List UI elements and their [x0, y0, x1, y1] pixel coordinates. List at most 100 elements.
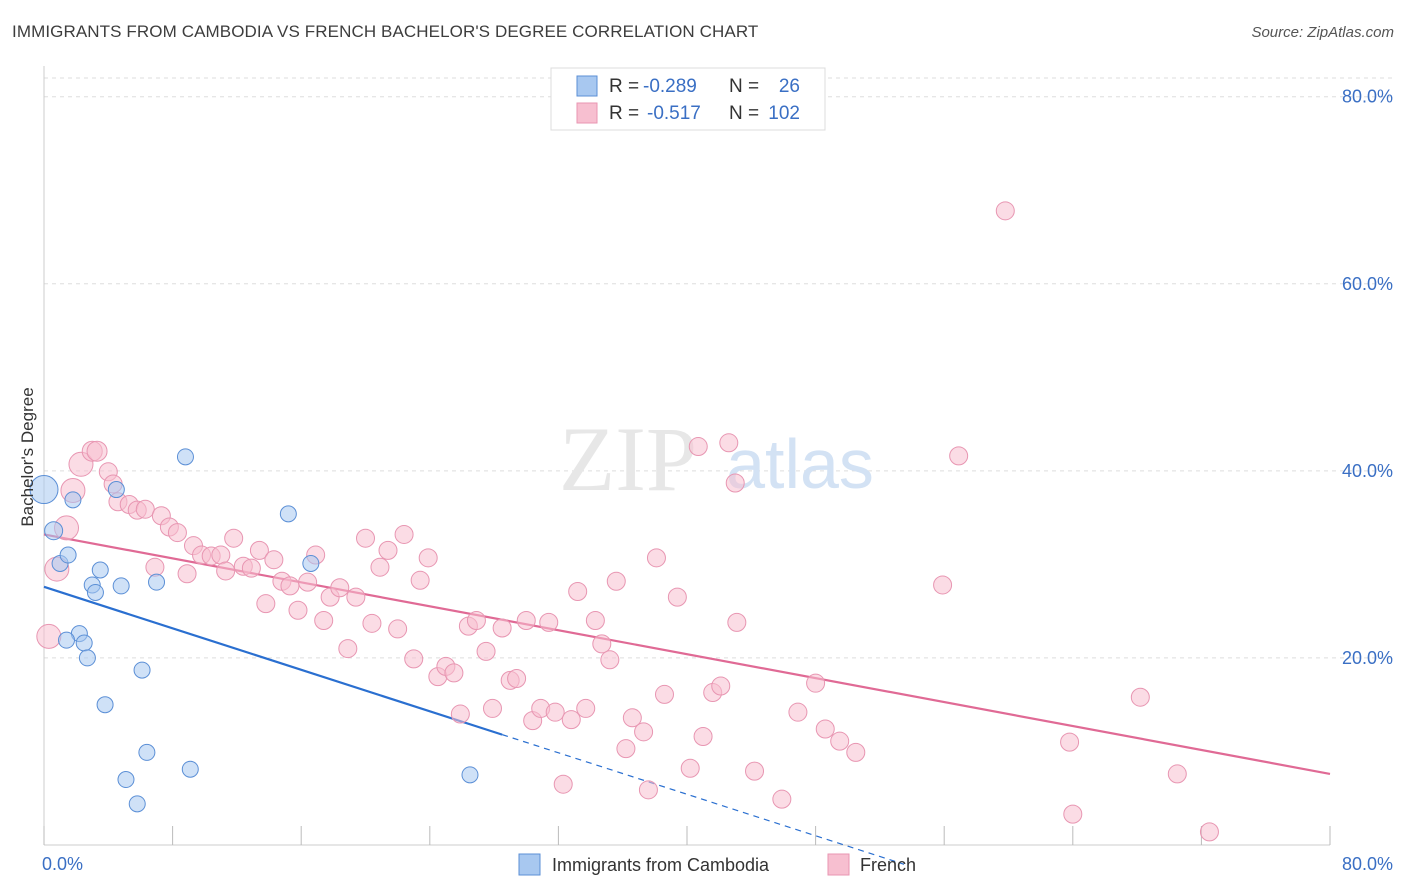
point-french — [356, 528, 375, 548]
point-french — [539, 612, 559, 632]
point-cambodia — [302, 554, 320, 572]
point-french — [592, 634, 612, 654]
point-french — [727, 612, 747, 632]
point-french — [788, 702, 808, 722]
point-french — [36, 623, 62, 649]
point-french — [264, 550, 284, 570]
point-cambodia — [29, 475, 59, 505]
legend-r-label: R = — [609, 76, 639, 97]
point-french — [719, 433, 739, 453]
point-cambodia — [78, 649, 96, 667]
x-tick-labels: 0.0% 80.0% — [42, 854, 1393, 874]
legend-n-label: N = — [729, 76, 759, 97]
legend-n-label: N = — [729, 103, 759, 124]
stats-legend: R = -0.289 N = 26 R = -0.517 N = 102 — [550, 67, 826, 131]
watermark-atlas: atlas — [726, 425, 874, 503]
point-french — [634, 722, 654, 742]
point-french — [167, 523, 187, 543]
point-french — [249, 540, 269, 560]
point-french — [362, 613, 382, 633]
point-cambodia — [128, 795, 146, 813]
point-french — [846, 742, 866, 762]
point-cambodia — [461, 766, 479, 784]
point-french — [288, 600, 308, 620]
point-french — [545, 702, 565, 722]
legend-r-value: -0.517 — [647, 103, 701, 124]
legend-swatch-cambodia — [518, 853, 541, 876]
legend-r-label: R = — [609, 103, 639, 124]
point-french — [211, 545, 231, 565]
point-french — [370, 557, 390, 577]
point-french — [86, 440, 108, 462]
point-french — [177, 564, 197, 584]
point-french — [949, 446, 969, 466]
point-french — [338, 639, 358, 659]
point-french — [224, 528, 244, 548]
axes — [43, 66, 1331, 846]
point-french — [145, 557, 165, 577]
x-tick-label: 80.0% — [1342, 854, 1393, 874]
point-cambodia — [58, 631, 76, 649]
point-french — [680, 758, 700, 778]
point-french — [688, 437, 708, 457]
point-cambodia — [75, 634, 93, 652]
point-french — [444, 663, 464, 683]
point-cambodia — [44, 521, 64, 541]
point-french — [600, 650, 620, 670]
point-french — [745, 761, 765, 781]
point-french — [482, 698, 502, 718]
legend-swatch-french — [576, 102, 598, 124]
point-cambodia — [107, 481, 125, 499]
point-french — [725, 473, 745, 493]
point-french — [476, 641, 496, 661]
point-french — [135, 499, 155, 519]
legend-swatch-cambodia — [576, 75, 598, 97]
point-french — [404, 649, 424, 669]
point-french — [646, 548, 666, 568]
point-french — [830, 731, 850, 751]
point-cambodia — [59, 546, 77, 564]
point-french — [256, 594, 276, 614]
point-cambodia — [176, 448, 194, 466]
point-french — [772, 789, 792, 809]
legend-label-cambodia: Immigrants from Cambodia — [552, 855, 770, 875]
y-tick-label: 40.0% — [1342, 461, 1393, 481]
point-french — [280, 576, 300, 596]
chart-title: IMMIGRANTS FROM CAMBODIA VS FRENCH BACHE… — [12, 22, 759, 41]
source-credit: Source: ZipAtlas.com — [1251, 24, 1394, 41]
point-cambodia — [112, 577, 130, 595]
point-cambodia — [181, 760, 199, 778]
point-french — [466, 611, 486, 631]
point-french — [388, 619, 408, 639]
point-french — [806, 673, 826, 693]
point-cambodia — [96, 696, 114, 714]
point-french — [561, 710, 581, 730]
y-tick-label: 80.0% — [1342, 87, 1393, 107]
legend-n-value: 26 — [779, 76, 800, 97]
point-french — [330, 578, 350, 598]
point-french — [711, 676, 731, 696]
point-french — [995, 201, 1015, 221]
point-french — [298, 572, 318, 592]
point-french — [378, 540, 398, 560]
y-tick-label: 20.0% — [1342, 648, 1393, 668]
point-french — [516, 611, 536, 631]
y-tick-label: 60.0% — [1342, 274, 1393, 294]
data-points — [29, 201, 1219, 842]
point-french — [1060, 732, 1080, 752]
point-french — [410, 570, 430, 590]
point-french — [622, 708, 642, 728]
point-cambodia — [117, 771, 135, 789]
point-french — [638, 780, 658, 800]
trend-line-cambodia — [43, 585, 503, 736]
point-french — [933, 575, 953, 595]
point-french — [667, 587, 687, 607]
point-french — [241, 558, 261, 578]
point-french — [815, 719, 835, 739]
point-french — [1063, 804, 1083, 824]
point-cambodia — [64, 491, 82, 509]
point-french — [1130, 687, 1150, 707]
point-french — [553, 774, 573, 794]
trend-line-cambodia-extension — [501, 734, 905, 865]
